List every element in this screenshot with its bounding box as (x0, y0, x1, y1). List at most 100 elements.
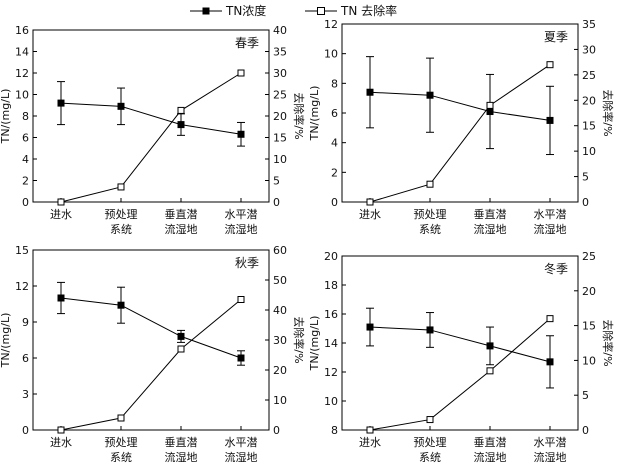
left-tick-label: 3 (22, 388, 29, 401)
plot-frame (32, 29, 270, 203)
data-point-tn-concentration (117, 301, 125, 309)
left-tick-label: 14 (15, 46, 29, 59)
data-point-tn-removal (366, 198, 374, 206)
data-point-tn-concentration (237, 130, 245, 138)
right-tick-label: 0 (582, 196, 589, 209)
data-point-tn-removal (117, 183, 125, 191)
left-tick-label: 4 (331, 137, 338, 150)
data-point-tn-concentration (546, 116, 554, 124)
left-tick-label: 12 (324, 366, 338, 379)
category-label-line: 水平潜 (534, 207, 567, 221)
plot-frame (341, 23, 579, 203)
left-tick-label: 10 (324, 48, 338, 61)
series-line-tn-concentration (60, 297, 242, 359)
category-label-line: 系统 (110, 451, 132, 464)
category-label: 垂直潜流湿地 (165, 207, 198, 236)
right-tick-label: 25 (582, 69, 596, 82)
right-tick-label: 50 (273, 274, 287, 287)
right-tick-label: 40 (273, 24, 287, 37)
category-label-line: 预处理 (105, 208, 138, 221)
category-label: 进水 (50, 208, 72, 221)
right-axis-title: 去除率/% (601, 319, 615, 366)
series-line-tn-removal (60, 299, 242, 431)
category-label: 垂直潜流湿地 (474, 207, 507, 236)
right-tick-label: 25 (582, 250, 596, 263)
category-label: 垂直潜流湿地 (165, 435, 198, 464)
right-tick-label: 10 (273, 394, 287, 407)
right-tick-label: 0 (273, 196, 280, 209)
right-tick-label: 35 (273, 46, 287, 59)
legend-label-tn-concentration: TN浓度 (225, 3, 266, 18)
left-tick-label: 10 (324, 395, 338, 408)
series-line-tn-concentration (369, 91, 551, 121)
data-point-tn-removal (237, 296, 245, 303)
left-tick-label: 0 (22, 424, 29, 437)
category-label: 水平潜流湿地 (225, 207, 258, 236)
category-label-line: 流湿地 (225, 450, 258, 464)
left-tick-label: 6 (331, 107, 338, 120)
right-tick-label: 10 (582, 354, 596, 367)
category-label-line: 系统 (419, 451, 441, 464)
legend-label-tn-removal: TN 去除率 (340, 3, 397, 18)
data-point-tn-removal (237, 69, 245, 77)
season-label: 冬季 (544, 261, 568, 276)
category-label-line: 流湿地 (225, 222, 258, 236)
data-point-tn-concentration (57, 294, 65, 302)
category-label-line: 系统 (419, 223, 441, 236)
left-tick-label: 4 (22, 153, 29, 166)
right-tick-label: 60 (273, 244, 287, 257)
right-axis-title: 去除率/% (292, 316, 306, 363)
left-tick-label: 0 (331, 196, 338, 209)
right-tick-label: 35 (582, 18, 596, 31)
data-point-tn-removal (426, 416, 434, 424)
right-tick-label: 30 (273, 334, 287, 347)
data-point-tn-removal (486, 101, 494, 109)
right-tick-label: 15 (273, 132, 287, 145)
category-label: 垂直潜流湿地 (474, 435, 507, 464)
category-label-line: 预处理 (414, 436, 447, 449)
category-label-line: 垂直潜 (165, 207, 198, 221)
left-tick-label: 12 (324, 18, 338, 31)
data-point-tn-removal (177, 106, 185, 114)
category-label: 水平潜流湿地 (534, 207, 567, 236)
category-label-line: 系统 (110, 223, 132, 236)
left-tick-label: 6 (22, 132, 29, 145)
plot-frame (32, 249, 270, 431)
category-label-line: 进水 (50, 436, 72, 449)
right-tick-label: 15 (582, 320, 596, 333)
left-tick-label: 14 (324, 337, 338, 350)
category-label-line: 流湿地 (534, 222, 567, 236)
series-line-tn-removal (369, 318, 551, 431)
data-point-tn-removal (366, 426, 374, 434)
left-tick-label: 12 (15, 67, 29, 80)
category-label-line: 垂直潜 (165, 435, 198, 449)
category-label-line: 水平潜 (225, 435, 258, 449)
category-label-line: 流湿地 (474, 222, 507, 236)
plot-frame (341, 255, 579, 431)
right-tick-label: 20 (582, 285, 596, 298)
data-point-tn-concentration (546, 358, 554, 366)
left-axis-title: TN/(mg/L) (308, 86, 321, 142)
data-point-tn-concentration (117, 102, 125, 110)
right-tick-label: 0 (273, 424, 280, 437)
right-tick-label: 10 (273, 153, 287, 166)
right-tick-label: 20 (582, 94, 596, 107)
left-tick-label: 8 (331, 77, 338, 90)
left-axis-title: TN/(mg/L) (308, 316, 321, 372)
left-tick-label: 2 (331, 166, 338, 179)
right-axis-title: 去除率/% (601, 89, 615, 136)
category-label-line: 进水 (359, 436, 381, 449)
data-point-tn-removal (546, 61, 554, 69)
category-label-line: 流湿地 (165, 450, 198, 464)
category-label-line: 水平潜 (534, 435, 567, 449)
left-tick-label: 2 (22, 175, 29, 188)
category-label: 水平潜流湿地 (225, 435, 258, 464)
series-line-tn-concentration (60, 102, 242, 135)
season-label: 春季 (235, 36, 259, 50)
category-label-line: 预处理 (105, 436, 138, 449)
data-point-tn-removal (486, 367, 494, 375)
right-tick-label: 20 (273, 364, 287, 377)
